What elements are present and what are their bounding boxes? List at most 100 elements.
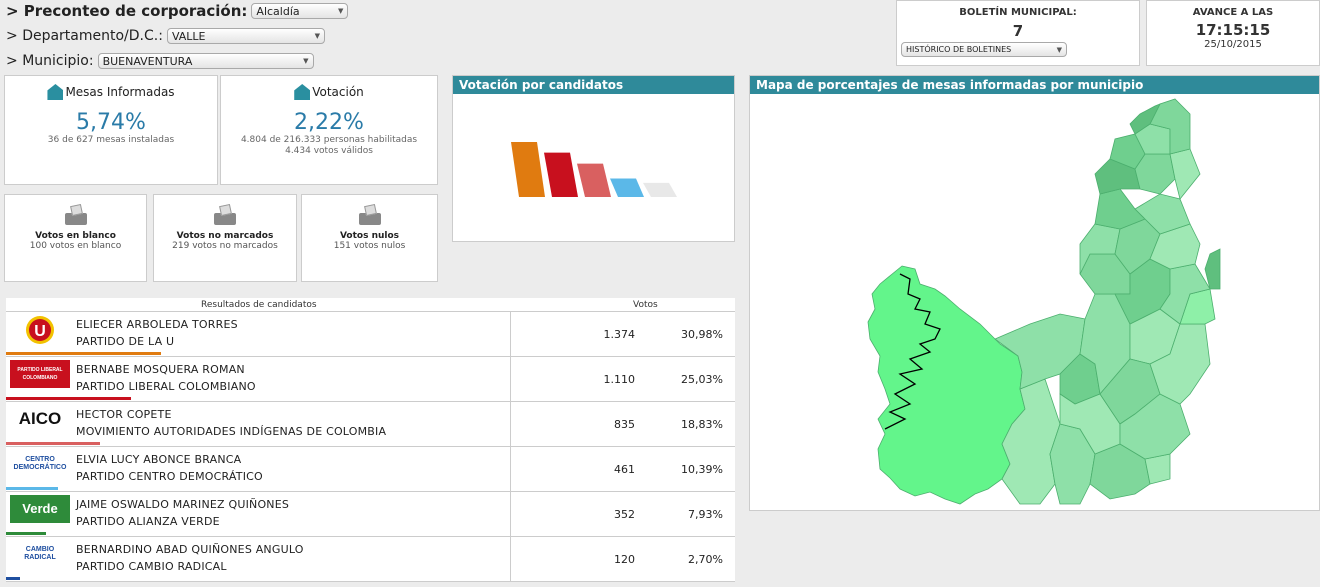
aico-logo: AICO <box>10 405 72 435</box>
candidate-party: PARTIDO CAMBIO RADICAL <box>76 560 227 573</box>
corporacion-select[interactable]: Alcaldía ▼ <box>251 3 349 19</box>
chart-bar[interactable] <box>544 152 578 197</box>
table-row[interactable]: CAMBIO RADICAL BERNARDINO ABAD QUIÑONES … <box>6 537 735 582</box>
candidate-party: PARTIDO DE LA U <box>76 335 175 348</box>
header-votes: Votos <box>633 300 658 310</box>
candidate-name: BERNABE MOSQUERA ROMAN <box>76 363 245 376</box>
votacion-sub2: 4.434 votos válidos <box>285 146 373 156</box>
map-region-n15[interactable] <box>1149 98 1191 155</box>
corporacion-filter: > Preconteo de corporación: Alcaldía ▼ <box>6 2 349 20</box>
map-region-buenaventura[interactable] <box>867 265 1026 505</box>
map-region-n3[interactable] <box>1159 263 1211 325</box>
map-region-c7[interactable] <box>1119 393 1191 460</box>
table-row[interactable]: PARTIDO LIBERAL COLOMBIANO BERNABE MOSQU… <box>6 357 735 402</box>
corporacion-label: > Preconteo de corporación: <box>6 2 248 20</box>
candidate-votes: 461 <box>614 463 635 476</box>
map-panel: Mapa de porcentajes de mesas informadas … <box>749 75 1320 511</box>
ballot-box-icon <box>63 203 89 225</box>
alianza-verde-logo: Verde <box>10 495 72 525</box>
candidate-name: ELVIA LUCY ABONCE BRANCA <box>76 453 242 466</box>
results-header: Resultados de candidatos Votos <box>6 298 735 312</box>
no-marcados-card: Votos no marcados 219 votos no marcados <box>153 194 297 282</box>
votacion-sub1: 4.804 de 216.333 personas habilitadas <box>240 135 418 145</box>
chevron-down-icon: ▼ <box>338 7 344 15</box>
candidate-votes: 1.374 <box>603 328 636 341</box>
mesas-card: Mesas Informadas 5,74% 36 de 627 mesas i… <box>4 75 218 185</box>
map-region-n4[interactable] <box>1204 248 1221 290</box>
avance-box: AVANCE A LAS 17:15:15 25/10/2015 <box>1146 0 1320 66</box>
candidate-share-bar <box>6 532 46 535</box>
chart-bar[interactable] <box>577 163 611 197</box>
municipio-filter: > Municipio: BUENAVENTURA ▼ <box>6 53 314 69</box>
table-row[interactable]: U ELIECER ARBOLEDA TORRES PARTIDO DE LA … <box>6 312 735 357</box>
votacion-chart-panel: Votación por candidatos <box>452 75 735 242</box>
candidate-share-bar <box>6 487 58 490</box>
cambio-radical-logo: CAMBIO RADICAL <box>10 540 72 570</box>
votos-blanco-title: Votos en blanco <box>35 231 116 241</box>
candidate-pct: 10,39% <box>681 463 723 476</box>
no-marcados-sub: 219 votos no marcados <box>172 241 278 251</box>
candidate-votes: 120 <box>614 553 635 566</box>
candidate-pct: 25,03% <box>681 373 723 386</box>
chevron-down-icon: ▼ <box>303 57 309 65</box>
partido-liberal-logo: PARTIDO LIBERAL COLOMBIANO <box>10 360 72 390</box>
centro-democratico-logo: CENTRO DEMOCRÁTICO <box>10 450 72 480</box>
municipio-select[interactable]: BUENAVENTURA ▼ <box>97 53 314 69</box>
candidate-votes: 1.110 <box>603 373 636 386</box>
departamento-filter: > Departamento/D.C.: VALLE ▼ <box>6 28 325 44</box>
map-region-n12[interactable] <box>1169 148 1201 200</box>
no-marcados-title: Votos no marcados <box>176 231 274 241</box>
boletin-box: BOLETÍN MUNICIPAL: 7 HISTÓRICO DE BOLETI… <box>896 0 1140 66</box>
map-panel-title: Mapa de porcentajes de mesas informadas … <box>750 76 1319 94</box>
mesas-title: Mesas Informadas <box>65 85 175 99</box>
chart-bar[interactable] <box>610 178 644 197</box>
table-row[interactable]: CENTRO DEMOCRÁTICO ELVIA LUCY ABONCE BRA… <box>6 447 735 492</box>
map-region-sw[interactable] <box>1001 378 1061 505</box>
chart-panel-title: Votación por candidatos <box>453 76 734 94</box>
candidate-name: ELIECER ARBOLEDA TORRES <box>76 318 238 331</box>
candidate-share-bar <box>6 352 161 355</box>
candidate-party: PARTIDO CENTRO DEMOCRÁTICO <box>76 470 263 483</box>
candidate-votes: 835 <box>614 418 635 431</box>
departamento-label: > Departamento/D.C.: <box>6 28 163 44</box>
boletin-title: BOLETÍN MUNICIPAL: <box>959 7 1077 18</box>
mesas-sub: 36 de 627 mesas instaladas <box>47 135 175 145</box>
map-region-n16[interactable] <box>1129 103 1161 135</box>
candidate-party: PARTIDO LIBERAL COLOMBIANO <box>76 380 256 393</box>
map-coastline <box>884 273 941 430</box>
logo-text: CAMBIO RADICAL <box>24 546 56 561</box>
nulos-sub: 151 votos nulos <box>333 241 406 251</box>
candidate-name: BERNARDINO ABAD QUIÑONES ANGULO <box>76 543 304 556</box>
votacion-title: Votación <box>312 85 364 99</box>
boletin-number: 7 <box>1012 22 1024 40</box>
candidate-party: PARTIDO ALIANZA VERDE <box>76 515 220 528</box>
partido-u-logo: U <box>10 315 72 345</box>
logo-text: CENTRO DEMOCRÁTICO <box>13 456 67 471</box>
chart-bar[interactable] <box>643 182 677 197</box>
votacion-pct: 2,22% <box>294 110 364 135</box>
candidate-pct: 7,93% <box>688 508 723 521</box>
mesa-icon <box>294 84 311 100</box>
table-row[interactable]: Verde JAIME OSWALDO MARINEZ QUIÑONES PAR… <box>6 492 735 537</box>
ballot-box-icon <box>357 203 383 225</box>
votos-blanco-card: Votos en blanco 100 votos en blanco <box>4 194 147 282</box>
svg-text:U: U <box>34 323 46 340</box>
valle-map <box>867 98 1221 505</box>
candidate-name: JAIME OSWALDO MARINEZ QUIÑONES <box>76 498 290 511</box>
chevron-down-icon: ▼ <box>314 32 320 40</box>
candidate-pct: 30,98% <box>681 328 723 341</box>
historico-select[interactable]: HISTÓRICO DE BOLETINES ▼ <box>901 42 1067 57</box>
avance-title: AVANCE A LAS <box>1192 7 1274 18</box>
votos-blanco-sub: 100 votos en blanco <box>29 241 122 251</box>
table-row[interactable]: AICO HECTOR COPETE MOVIMIENTO AUTORIDADE… <box>6 402 735 447</box>
mesa-icon <box>47 84 64 100</box>
municipio-label: > Municipio: <box>6 53 94 69</box>
chart-bar[interactable] <box>511 142 545 197</box>
ballot-box-icon <box>212 203 238 225</box>
nulos-title: Votos nulos <box>339 231 400 241</box>
departamento-select[interactable]: VALLE ▼ <box>166 28 325 44</box>
logo-text: PARTIDO LIBERAL COLOMBIANO <box>10 360 70 388</box>
map-region-e1[interactable] <box>1149 323 1211 405</box>
results-table: Resultados de candidatos Votos U ELIECER… <box>6 298 735 582</box>
candidate-name: HECTOR COPETE <box>76 408 172 421</box>
